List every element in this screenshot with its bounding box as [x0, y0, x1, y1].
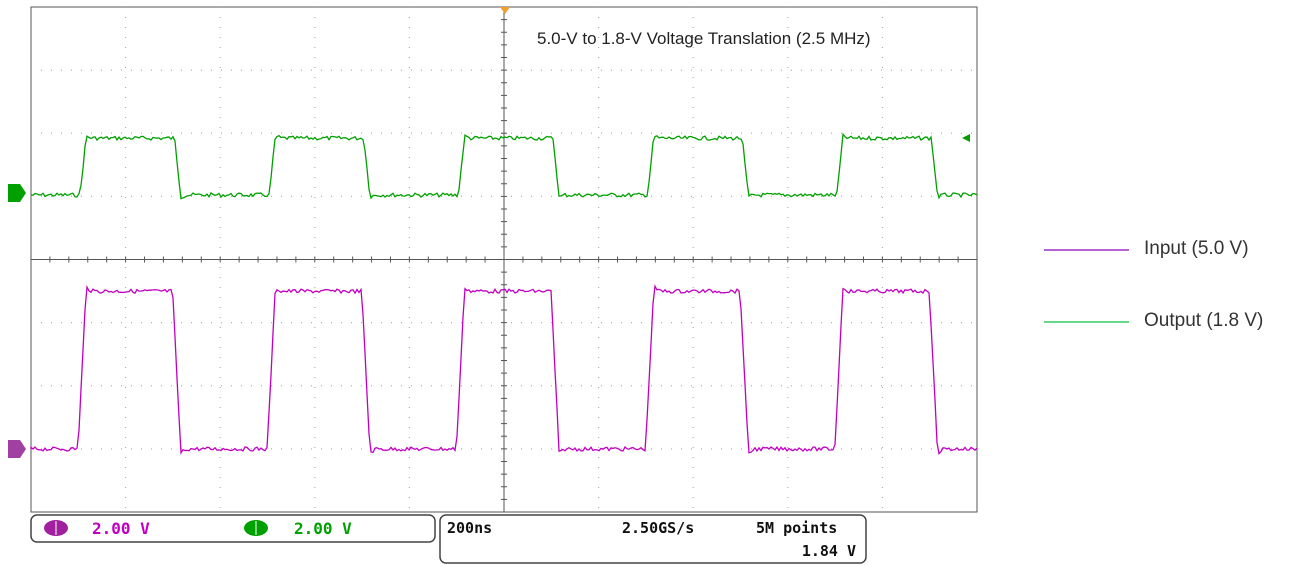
traces: [30, 132, 978, 455]
legend-label-output: Output (1.8 V): [1144, 310, 1263, 331]
sample-rate-readout: 2.50GS/s: [622, 519, 694, 537]
trigger-level-readout: 1.84 V: [802, 542, 856, 560]
record-length-readout: 5M points: [756, 519, 837, 537]
legend: Input (5.0 V) Output (1.8 V): [1044, 238, 1263, 331]
legend-label-input: Input (5.0 V): [1144, 238, 1249, 259]
output-trace: [30, 132, 978, 200]
input-ground-marker: [8, 440, 26, 458]
output-volts-per-div: 2.00 V: [294, 519, 352, 538]
trigger-position-marker: [500, 7, 510, 14]
input-volts-per-div: 2.00 V: [92, 519, 150, 538]
chart-title: 5.0-V to 1.8-V Voltage Translation (2.5 …: [537, 29, 871, 48]
grid: [30, 6, 978, 513]
input-trace: [30, 284, 978, 455]
output-ground-marker: [8, 184, 26, 202]
timebase-readout: 200ns: [447, 519, 492, 537]
trigger-level-marker: [962, 134, 970, 142]
channel-scale-box: 2.00 V 2.00 V: [30, 514, 436, 543]
acquisition-box: 200ns 2.50GS/s 5M points 1.84 V: [439, 514, 867, 564]
